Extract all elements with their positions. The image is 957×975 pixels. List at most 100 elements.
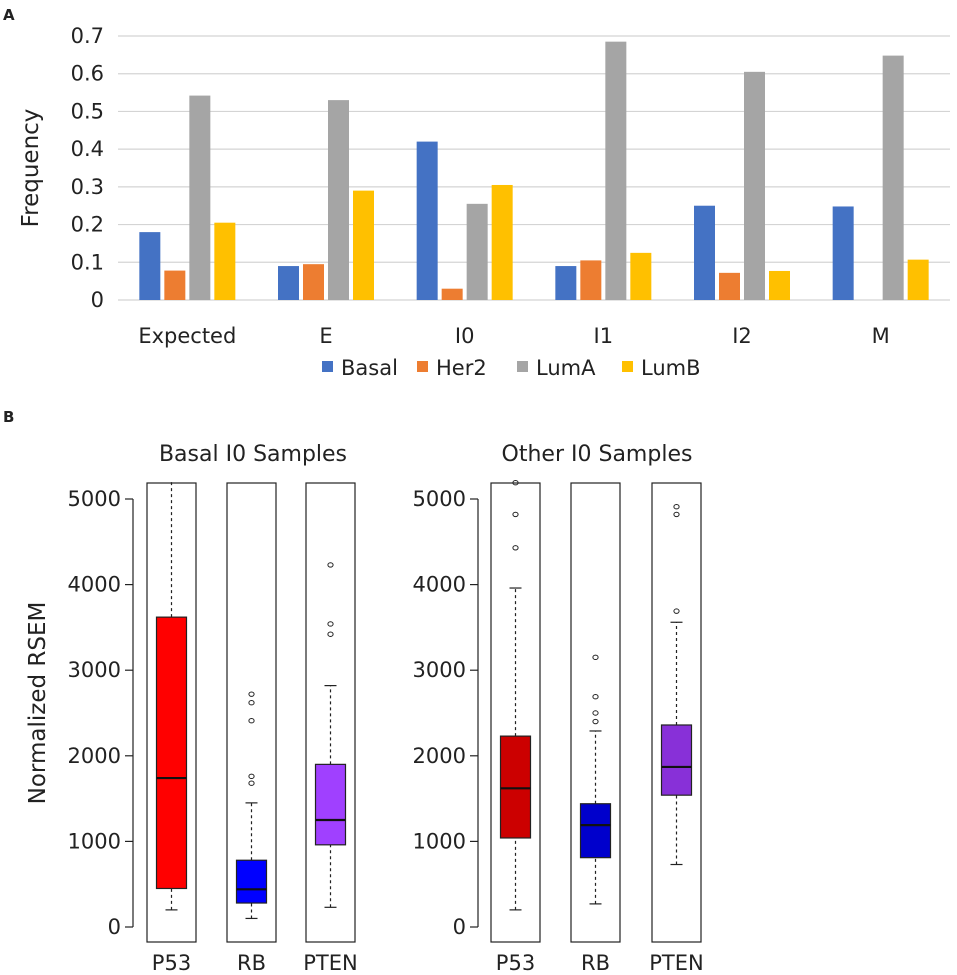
outlier-point [248,773,255,780]
bar-basal [832,206,854,300]
bar-her2 [303,264,324,300]
bar-basal [694,205,715,300]
boxplot-frame [305,482,356,943]
bar-basal [416,141,438,300]
bar-her2 [719,272,740,300]
outlier-point [512,511,519,518]
y-tick-label: 0.3 [71,175,104,199]
outlier-point [248,700,255,706]
bar-her2 [164,270,186,300]
legend-label-lumb: LumB [641,356,701,380]
bar-her2 [580,260,602,300]
y-tick-label: 2000 [68,744,121,768]
frequency-bar-chart: Frequency 0 0.1 0.2 0.3 0.4 0.5 0.6 0.7 Expected… [18,24,950,380]
bar-her2 [441,288,463,300]
y-tick-label: 4000 [68,573,121,597]
box-label-rb: RB [237,951,266,975]
y-tick-label: 0.1 [71,250,104,274]
bar-lumb [491,184,513,300]
bar-luma [189,95,211,301]
y-tick-label: 0.5 [71,99,104,123]
y-tick-label: 3000 [68,658,121,682]
outlier-point [592,654,599,661]
outlier-point [673,608,680,614]
bar-luma [882,55,904,301]
boxplot-frame [490,482,541,943]
box-label-p53: P53 [496,951,535,975]
iqr-box [660,724,693,796]
bar-luma [328,100,349,300]
outlier-point [673,504,680,510]
outlier-point [592,710,599,716]
outlier-point [248,691,255,697]
y-tick-label: 0 [453,915,466,939]
bar-lumb [769,270,790,300]
bar-lumb [630,252,652,300]
outlier-point [673,511,680,518]
y-tick-label: 0.2 [71,213,104,237]
box-label-rb: RB [581,951,610,975]
y-tick-label: 0 [91,288,104,312]
category-label: M [872,324,890,348]
box-label-pten: PTEN [649,951,703,975]
outlier-point [592,718,599,725]
y-tick-label: 1000 [68,829,121,853]
bar-basal [555,266,577,300]
bar-lumb [353,190,374,300]
iqr-box [314,763,347,846]
y-tick-label: 4000 [413,573,466,597]
boxplot-group-title: Other I0 Samples [502,442,693,467]
outlier-point [592,694,599,700]
boxplot-frame [651,482,702,943]
legend-swatch-luma [517,361,528,372]
bar-lumb [214,222,236,300]
bar-basal [278,266,299,300]
category-label: I1 [594,324,614,348]
rsem-boxplot-chart: Normalized RSEM Basal I0 Samples 0 1000 200… [25,442,704,975]
category-label: I0 [455,324,475,348]
panel-a-label: A [3,6,15,24]
category-label: I2 [732,324,752,348]
outlier-point [512,545,519,551]
y-tick-label: 5000 [413,487,466,511]
boxplot-frame [226,482,277,943]
bar-luma [744,71,765,300]
legend-label-basal: Basal [341,356,398,380]
panel-b-label: B [3,408,14,426]
y-tick-label: 2000 [413,744,466,768]
y-tick-label: 0.4 [71,137,104,161]
y-tick-label: 0 [108,915,121,939]
bar-luma [466,203,488,300]
y-axis-label-frequency: Frequency [18,109,44,228]
iqr-box [155,616,188,890]
y-axis-label-rsem: Normalized RSEM [25,602,51,805]
outlier-point [248,780,255,786]
legend-label-luma: LumA [536,356,596,380]
y-tick-label: 5000 [68,487,121,511]
legend-swatch-her2 [417,361,428,372]
bar-lumb [907,259,929,300]
box-label-pten: PTEN [303,951,357,975]
y-tick-label: 0.6 [71,62,104,86]
legend-swatch-basal [322,361,333,372]
legend-label-her2: Her2 [436,356,487,380]
outlier-point [327,621,334,627]
iqr-box [499,735,532,839]
bar-basal [139,232,161,300]
iqr-box [579,803,612,859]
outlier-point [248,718,255,724]
category-label: E [319,324,332,348]
category-label: Expected [138,324,236,348]
box-label-p53: P53 [152,951,191,975]
iqr-box [235,859,268,904]
y-tick-label: 1000 [413,829,466,853]
y-tick-label: 0.7 [71,24,104,48]
boxplot-group-title: Basal I0 Samples [159,442,347,467]
boxplot-frame [570,482,621,943]
outlier-point [327,631,334,637]
legend-swatch-lumb [622,361,633,372]
bar-luma [605,41,627,301]
y-tick-label: 3000 [413,658,466,682]
outlier-point [512,480,519,486]
